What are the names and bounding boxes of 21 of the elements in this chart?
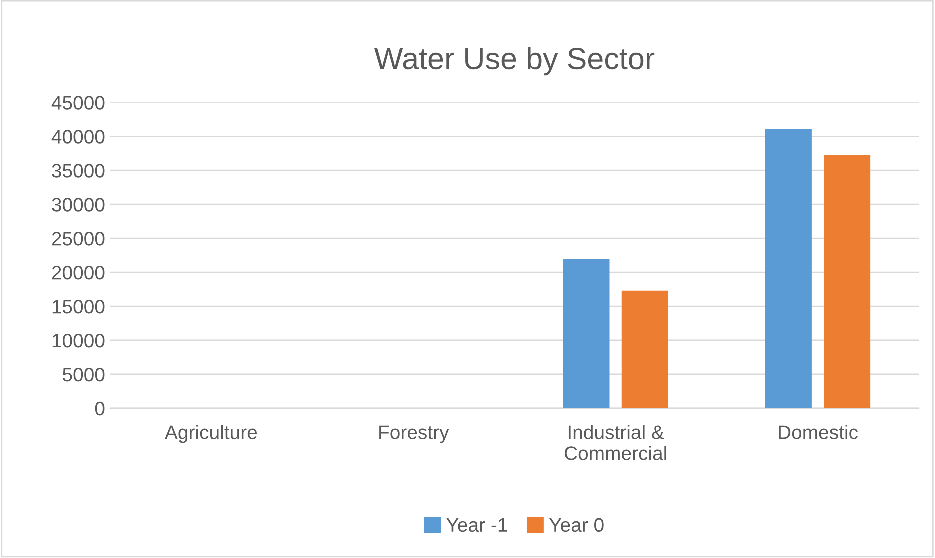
x-tick-label: Domestic [779,425,858,440]
bar [622,290,668,408]
legend-label: Year 0 [549,518,604,532]
chart-title: Water Use by Sector [374,47,655,76]
y-tick-label: 10000 [52,334,105,348]
y-tick-label: 20000 [52,266,105,280]
y-tick-label: 15000 [52,300,105,314]
bar [563,258,610,408]
y-tick-label: 25000 [52,232,105,246]
y-tick-label: 30000 [52,198,105,212]
y-tick-label: 45000 [52,96,105,110]
legend-label: Year -1 [446,518,508,532]
x-tick-label: Agriculture [165,425,258,444]
y-tick-label: 35000 [52,164,105,178]
x-tick-label: Forestry [380,426,450,444]
y-tick-label: 5000 [62,368,105,382]
y-tick-label: 0 [95,402,105,416]
bar [824,154,871,408]
y-tick-label: 40000 [52,130,105,144]
x-tick-label: Industrial & Commercial [564,425,666,460]
bar [765,129,812,408]
